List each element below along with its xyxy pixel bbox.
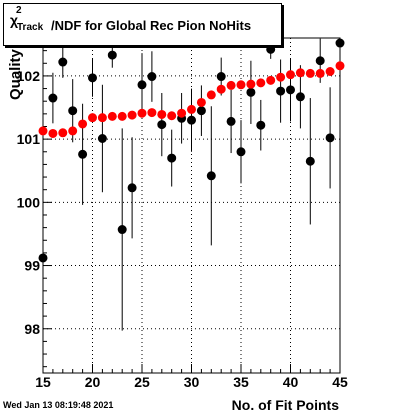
data-point [48,93,58,103]
y-tick-label: 102 [17,68,41,84]
title-superscript: 2 [16,5,22,16]
data-point [68,106,78,116]
data-point [38,126,48,136]
data-point [286,70,295,80]
data-point [315,56,325,66]
data-point [236,80,246,90]
data-point [276,86,286,96]
data-point [187,115,196,125]
data-point [157,109,167,119]
data-point [127,110,137,120]
data-point [246,87,256,97]
title-chi-symbol: χ 2 Track [10,5,43,33]
data-point [167,153,177,163]
x-tick-label: 15 [35,374,51,390]
x-tick-label: 45 [332,374,348,390]
data-point [305,68,315,78]
grid-layer [43,38,340,373]
data-point [137,80,147,90]
data-point [256,78,266,88]
data-point [335,38,345,48]
x-tick-label: 30 [184,374,200,390]
data-point [196,97,206,107]
data-point [246,79,256,89]
chart-title: /NDF for Global Rec Pion NoHits [51,18,252,33]
data-point [286,85,295,95]
series-layer [38,38,345,331]
data-point [206,171,216,181]
x-tick-label: 20 [85,374,101,390]
y-tick-label: 98 [24,321,40,337]
data-point [78,119,88,129]
data-point [196,106,206,116]
y-tick-label: 101 [17,131,41,147]
x-axis-label: No. of Fit Points [232,397,340,413]
data-point [97,134,107,143]
data-point [335,61,345,71]
data-point [48,128,58,138]
data-point [295,92,305,102]
data-point [226,80,236,90]
data-point [97,113,107,123]
data-point [78,149,88,159]
data-point [137,108,147,118]
data-point [147,72,157,82]
data-point [266,75,276,85]
data-point [117,225,127,235]
data-point [107,111,117,121]
data-point [305,156,315,166]
series-0 [38,38,345,331]
x-tick-label: 35 [233,374,249,390]
data-point [266,44,276,54]
data-point [157,120,167,130]
data-point [236,147,246,157]
chart-title-box: χ 2 Track /NDF for Global Rec Pion NoHit… [3,3,282,46]
datestamp: Wed Jan 13 08:19:48 2021 [3,400,114,410]
x-tick-label: 40 [283,374,299,390]
data-point [276,72,286,82]
data-point [147,108,157,118]
data-point [68,126,78,136]
series-1 [38,61,345,138]
data-point [127,183,137,193]
data-point [88,73,97,83]
data-point [58,57,68,67]
y-axis-label: Quality [7,48,24,100]
x-tick-label: 25 [134,374,150,390]
data-point [206,90,216,100]
data-point [226,116,236,126]
data-point [325,67,335,76]
data-point [216,72,226,82]
y-tick-label: 100 [17,194,41,210]
data-point [256,120,266,130]
data-point [117,111,127,121]
data-point [295,68,305,78]
data-point [38,253,48,263]
data-point [216,84,226,94]
data-point [88,113,97,123]
data-point [177,108,187,118]
title-symbol: χ [10,12,19,28]
data-point [315,68,325,78]
data-point [187,104,196,114]
axis-layer: 15 20 25 30 35 40 45 98 99 100 101 102 [17,50,348,390]
data-point [107,50,117,60]
data-point [325,133,335,143]
data-point [58,128,68,138]
data-point [167,111,177,121]
y-tick-label: 99 [24,258,40,274]
title-subscript: Track [17,22,44,33]
